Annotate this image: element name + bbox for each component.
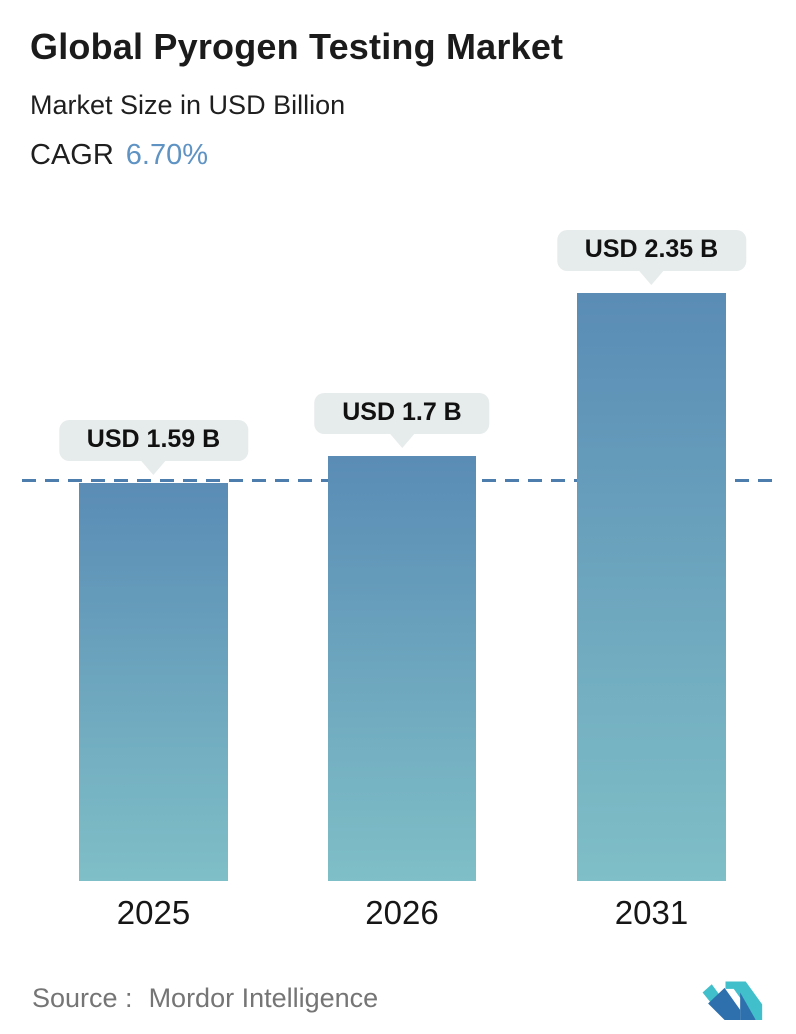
cagr-line: CAGR 6.70%	[30, 139, 563, 172]
source-line: Source : Mordor Intelligence	[32, 983, 378, 1014]
bar-group-2026: USD 1.7 B 2026	[314, 393, 490, 931]
cagr-value: 6.70%	[125, 139, 209, 171]
cagr-label: CAGR	[30, 139, 114, 171]
value-callout-label: USD 2.35 B	[584, 235, 719, 263]
value-callout-2031: USD 2.35 B	[556, 230, 747, 285]
chart-subtitle: Market Size in USD Billion	[30, 90, 346, 120]
footer: Source : Mordor Intelligence	[32, 972, 764, 1024]
x-axis-label-2031: 2031	[614, 894, 689, 931]
value-callout-label: USD 1.59 B	[86, 425, 221, 453]
chart-title: Global Pyrogen Testing Market	[30, 26, 564, 67]
callout-pointer-icon	[639, 271, 664, 285]
value-callout-2026: USD 1.7 B	[314, 393, 490, 448]
callout-pointer-icon	[389, 434, 414, 448]
bar-2026	[328, 456, 476, 881]
bar-group-2031: USD 2.35 B 2031	[556, 230, 747, 931]
source-label: Source :	[32, 982, 133, 1013]
x-axis-label-2025: 2025	[116, 894, 191, 931]
bar-group-2025: USD 1.59 B 2025	[58, 420, 249, 931]
source-value: Mordor Intelligence	[148, 982, 379, 1013]
callout-pointer-icon	[141, 461, 166, 475]
mordor-intelligence-logo	[702, 981, 763, 1020]
bar-2025	[79, 483, 228, 881]
x-axis-label-2026: 2026	[365, 894, 439, 931]
value-callout-2025: USD 1.59 B	[58, 420, 249, 475]
bar-2031	[577, 293, 726, 881]
value-callout-label: USD 1.7 B	[342, 398, 462, 426]
chart-header: Global Pyrogen Testing Market Market Siz…	[30, 26, 563, 172]
